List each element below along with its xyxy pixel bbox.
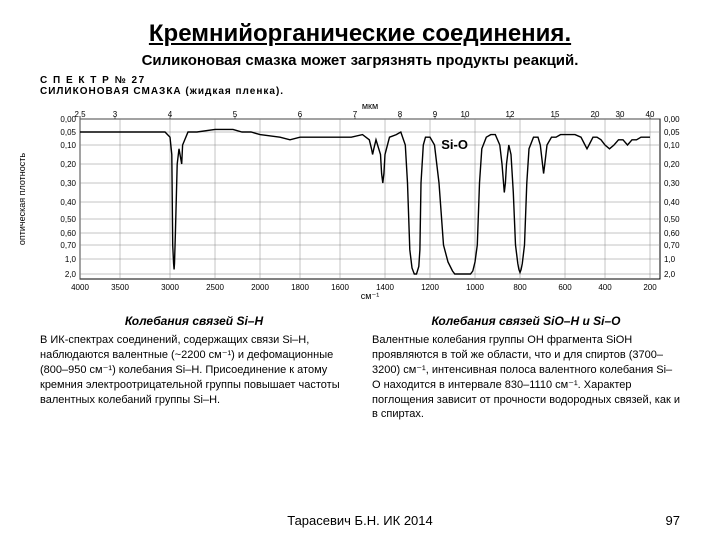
svg-text:2000: 2000 <box>251 283 269 292</box>
svg-text:9: 9 <box>433 110 438 119</box>
svg-text:0,50: 0,50 <box>60 215 76 224</box>
ir-spectrum-chart: оптическая плотность 4000350030002500200… <box>40 99 680 299</box>
svg-text:0,00: 0,00 <box>664 115 680 124</box>
svg-text:10: 10 <box>461 110 470 119</box>
spectrum-svg: 4000350030002500200018001600140012001000… <box>40 99 680 299</box>
svg-text:Si-O: Si-O <box>441 137 468 152</box>
svg-text:800: 800 <box>513 283 527 292</box>
svg-text:600: 600 <box>558 283 572 292</box>
spectrum-header: С П Е К Т Р № 27 СИЛИКОНОВАЯ СМАЗКА (жид… <box>40 75 680 97</box>
svg-text:3000: 3000 <box>161 283 179 292</box>
y-axis-label: оптическая плотность <box>17 153 27 245</box>
svg-text:0,30: 0,30 <box>664 179 680 188</box>
svg-text:200: 200 <box>643 283 657 292</box>
right-col-text: Валентные колебания группы OH фрагмента … <box>372 333 680 422</box>
svg-text:3500: 3500 <box>111 283 129 292</box>
svg-text:15: 15 <box>551 110 560 119</box>
svg-text:1,0: 1,0 <box>664 255 676 264</box>
svg-text:0,20: 0,20 <box>664 160 680 169</box>
svg-text:1,0: 1,0 <box>65 255 77 264</box>
svg-text:30: 30 <box>616 110 625 119</box>
svg-text:см⁻¹: см⁻¹ <box>361 291 379 299</box>
svg-text:1600: 1600 <box>331 283 349 292</box>
svg-text:0,10: 0,10 <box>664 141 680 150</box>
svg-text:1000: 1000 <box>466 283 484 292</box>
page-title: Кремнийорганические соединения. <box>40 20 680 48</box>
right-col-title: Колебания связей SiO–H и Si–O <box>372 313 680 329</box>
svg-text:20: 20 <box>591 110 600 119</box>
svg-text:2,0: 2,0 <box>664 270 676 279</box>
svg-text:0,50: 0,50 <box>664 215 680 224</box>
svg-text:4000: 4000 <box>71 283 89 292</box>
footer-text: Тарасевич Б.Н. ИК 2014 <box>0 513 720 528</box>
svg-text:3: 3 <box>113 110 118 119</box>
svg-text:0,05: 0,05 <box>664 128 680 137</box>
left-col-text: В ИК-спектрах соединений, содержащих свя… <box>40 333 348 407</box>
svg-text:6: 6 <box>298 110 303 119</box>
svg-text:0,70: 0,70 <box>60 241 76 250</box>
svg-text:4: 4 <box>168 110 173 119</box>
svg-text:0,10: 0,10 <box>60 141 76 150</box>
svg-text:1800: 1800 <box>291 283 309 292</box>
svg-text:40: 40 <box>646 110 655 119</box>
spectrum-desc: СИЛИКОНОВАЯ СМАЗКА (жидкая пленка). <box>40 86 680 97</box>
svg-text:12: 12 <box>506 110 515 119</box>
svg-text:1200: 1200 <box>421 283 439 292</box>
svg-text:2,5: 2,5 <box>74 110 86 119</box>
svg-text:2500: 2500 <box>206 283 224 292</box>
svg-text:5: 5 <box>233 110 238 119</box>
spectrum-number: С П Е К Т Р № 27 <box>40 75 680 86</box>
left-column: Колебания связей Si–H В ИК-спектрах соед… <box>40 313 348 422</box>
svg-text:0,40: 0,40 <box>60 198 76 207</box>
slide: Кремнийорганические соединения. Силиконо… <box>0 0 720 540</box>
subtitle: Силиконовая смазка может загрязнять прод… <box>40 52 680 69</box>
svg-text:400: 400 <box>598 283 612 292</box>
svg-text:7: 7 <box>353 110 358 119</box>
right-column: Колебания связей SiO–H и Si–O Валентные … <box>372 313 680 422</box>
page-number: 97 <box>666 513 680 528</box>
svg-text:0,60: 0,60 <box>60 229 76 238</box>
text-columns: Колебания связей Si–H В ИК-спектрах соед… <box>40 313 680 422</box>
svg-text:8: 8 <box>398 110 403 119</box>
left-col-title: Колебания связей Si–H <box>40 313 348 329</box>
svg-text:0,70: 0,70 <box>664 241 680 250</box>
svg-text:2,0: 2,0 <box>65 270 77 279</box>
svg-text:0,20: 0,20 <box>60 160 76 169</box>
svg-text:0,05: 0,05 <box>60 128 76 137</box>
svg-text:0,30: 0,30 <box>60 179 76 188</box>
svg-text:0,60: 0,60 <box>664 229 680 238</box>
svg-text:мкм: мкм <box>362 101 378 111</box>
svg-text:0,40: 0,40 <box>664 198 680 207</box>
